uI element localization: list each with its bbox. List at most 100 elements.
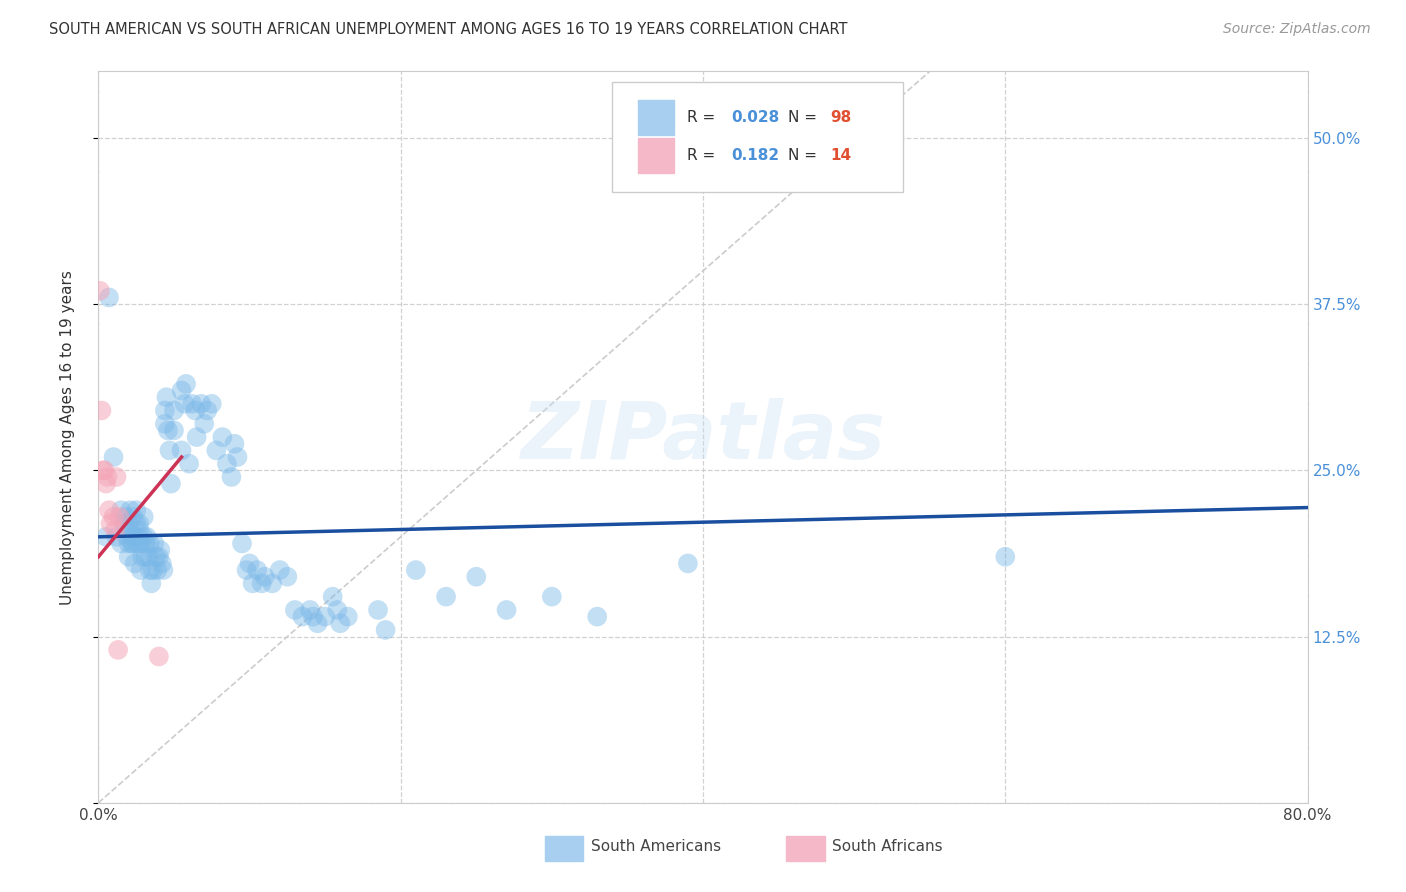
Point [98,503,121,517]
Point [96,470,118,484]
Point [434,590,457,604]
Point [314,609,336,624]
Text: N =: N = [787,148,821,163]
Point [128,523,150,537]
Text: South Africans: South Africans [832,839,943,855]
Point [329,616,352,631]
Point [105,470,128,484]
Point [118,536,141,550]
Point [155,390,177,404]
Point [89,284,111,298]
Point [159,443,181,458]
Point [242,576,264,591]
Point [540,590,562,604]
Point [139,536,162,550]
Point [142,563,165,577]
Point [269,563,291,577]
Point [127,530,149,544]
Point [120,503,142,517]
Point [125,503,148,517]
Text: SOUTH AMERICAN VS SOUTH AFRICAN UNEMPLOYMENT AMONG AGES 16 TO 19 YEARS CORRELATI: SOUTH AMERICAN VS SOUTH AFRICAN UNEMPLOY… [49,22,848,37]
Point [134,536,156,550]
Point [235,563,257,577]
Y-axis label: Unemployment Among Ages 16 to 19 years: Unemployment Among Ages 16 to 19 years [60,269,75,605]
Point [90,403,112,417]
Point [253,570,276,584]
Point [262,576,284,591]
Point [211,430,233,444]
Point [149,543,172,558]
Point [336,609,359,624]
Point [186,430,208,444]
Point [141,576,163,591]
Text: 14: 14 [830,148,851,163]
Point [118,549,141,564]
Point [103,509,125,524]
Point [201,397,224,411]
Point [322,590,344,604]
Point [150,557,173,571]
FancyBboxPatch shape [638,138,673,173]
Point [93,463,115,477]
Point [190,397,212,411]
Point [179,457,201,471]
Point [148,649,170,664]
Point [276,570,298,584]
Point [299,603,322,617]
Point [100,516,122,531]
Text: N =: N = [787,110,821,125]
Point [148,549,170,564]
Point [156,424,179,438]
Point [495,603,517,617]
Point [160,476,183,491]
Point [136,549,159,564]
Point [135,530,157,544]
Point [134,549,156,564]
Point [586,609,609,624]
FancyBboxPatch shape [638,100,673,135]
Point [163,424,186,438]
Point [221,470,243,484]
Point [105,530,128,544]
Text: ZIPatlas: ZIPatlas [520,398,886,476]
Point [94,476,117,491]
Point [170,384,193,398]
Text: 0.182: 0.182 [731,148,779,163]
Point [127,536,149,550]
Point [103,450,125,464]
Point [302,609,325,624]
Point [108,509,131,524]
Point [195,403,218,417]
Point [143,536,166,550]
Point [110,536,132,550]
Point [374,623,396,637]
Text: 0.028: 0.028 [731,110,779,125]
Point [291,609,314,624]
Point [110,503,132,517]
Point [465,570,488,584]
Point [107,643,129,657]
Point [994,549,1017,564]
Point [124,530,146,544]
Point [173,397,195,411]
Point [367,603,389,617]
Point [307,616,329,631]
Text: R =: R = [688,148,720,163]
Point [129,536,152,550]
Point [129,563,152,577]
Point [170,443,193,458]
Point [121,530,143,544]
Point [128,516,150,531]
Point [122,536,145,550]
Point [193,417,215,431]
Point [676,557,699,571]
Point [132,530,155,544]
Point [104,523,127,537]
Point [112,516,135,531]
Point [91,463,114,477]
Point [226,450,249,464]
Point [125,516,148,531]
Point [121,536,143,550]
Point [153,403,176,417]
Point [122,509,145,524]
